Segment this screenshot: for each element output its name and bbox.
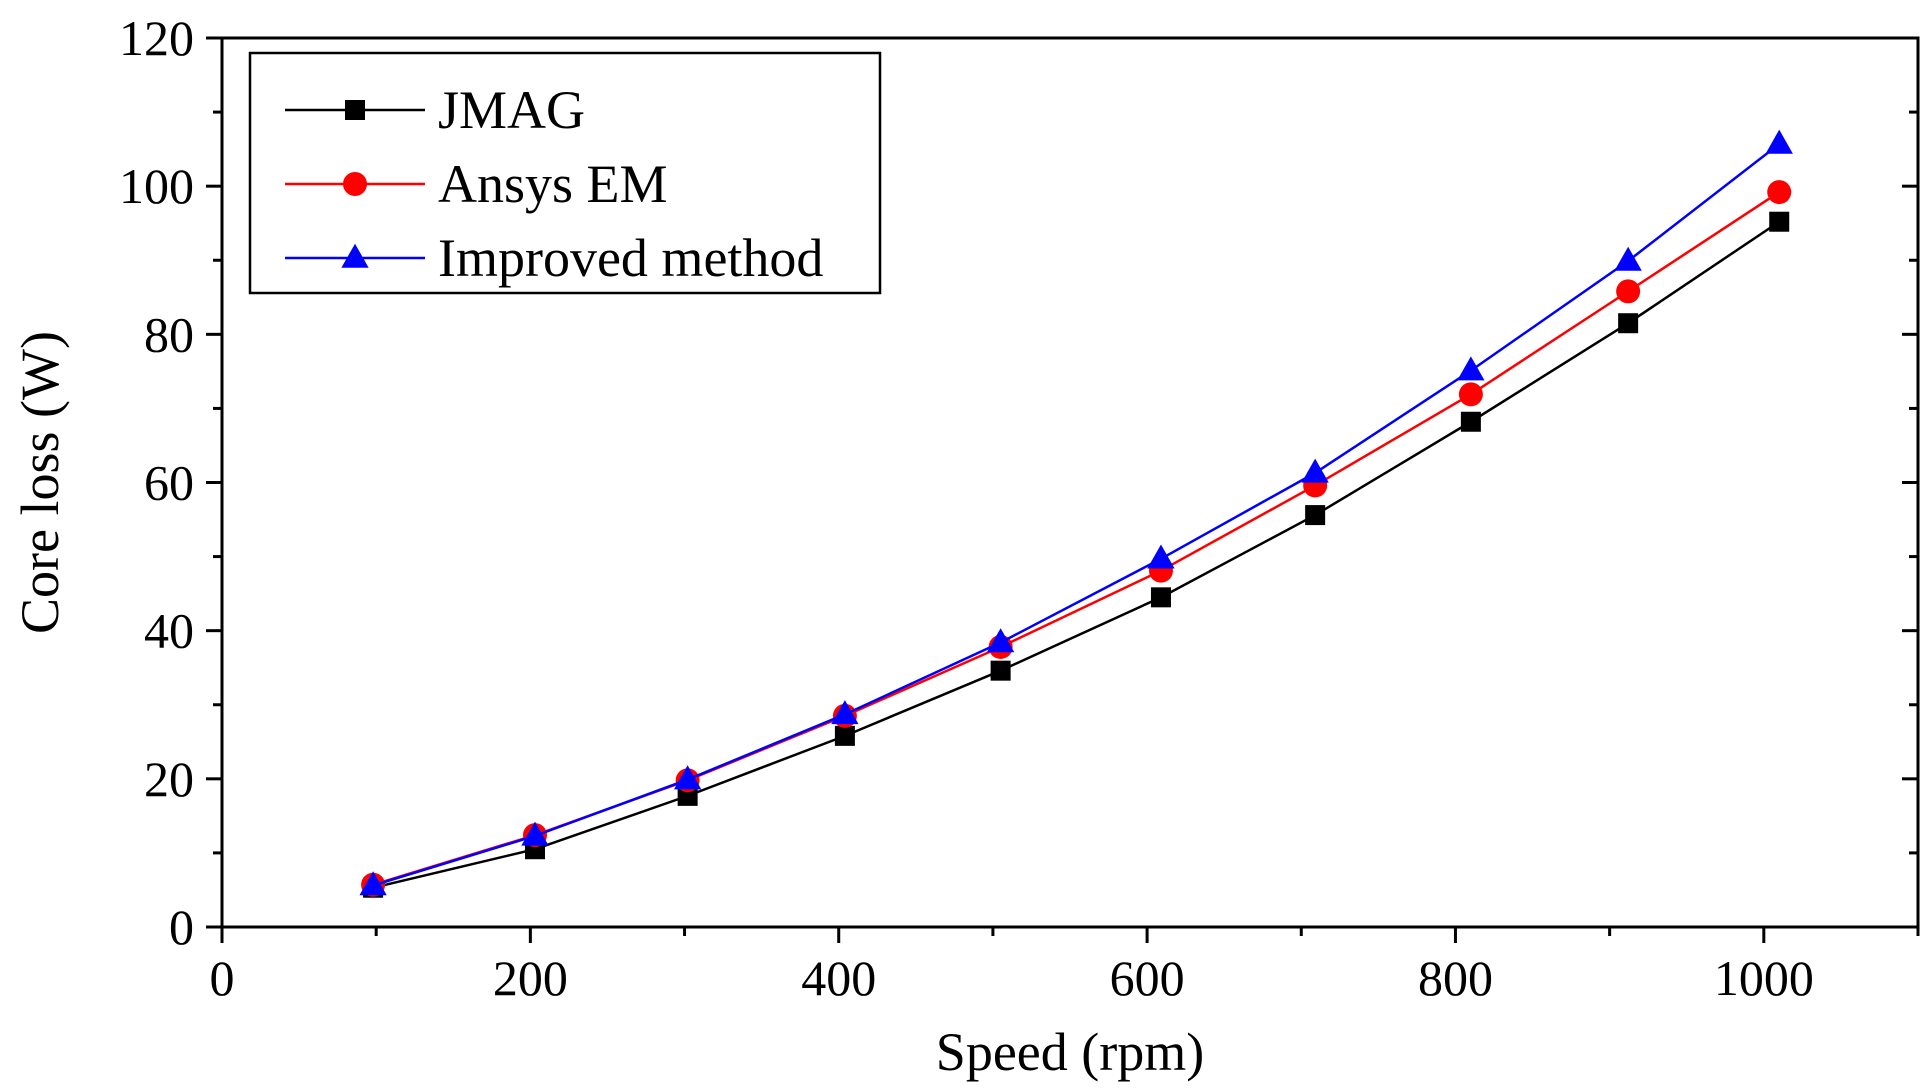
legend-entry-ansys-em: Ansys EM <box>285 154 668 214</box>
data-point-jmag <box>990 660 1011 681</box>
data-point-improved-method <box>1147 544 1175 569</box>
x-tick-label: 800 <box>1418 950 1493 1006</box>
x-tick-label: 1000 <box>1714 950 1814 1006</box>
y-tick-label: 80 <box>144 306 194 362</box>
data-point-improved-method <box>673 765 702 790</box>
x-tick-label: 0 <box>210 950 235 1006</box>
data-point-jmag <box>834 725 855 746</box>
data-point-ansys-em <box>1458 382 1483 407</box>
plot-series <box>359 129 1793 898</box>
series-jmag <box>363 211 1790 898</box>
y-tick-label: 20 <box>144 751 194 807</box>
data-point-improved-method <box>521 821 549 846</box>
legend-label-improved-method: Improved method <box>438 228 823 288</box>
y-tick-label: 0 <box>169 899 194 955</box>
legend-marker-improved-method <box>341 243 369 268</box>
y-tick-label: 120 <box>119 10 194 66</box>
series-line-ansys-em <box>372 191 1780 886</box>
data-point-jmag <box>1618 313 1639 334</box>
data-point-ansys-em <box>1616 279 1641 304</box>
legend: JMAG Ansys EM Improved method <box>248 51 882 295</box>
data-point-jmag <box>1769 211 1790 232</box>
data-point-improved-method <box>1301 458 1329 483</box>
legend-entry-improved-method: Improved method <box>285 228 823 288</box>
data-point-jmag <box>1305 505 1326 526</box>
series-improved-method <box>359 129 1793 896</box>
legend-label-ansys-em: Ansys EM <box>438 154 668 214</box>
data-point-improved-method <box>359 871 387 896</box>
legend-marker-jmag <box>345 100 365 120</box>
y-tick-label: 40 <box>144 603 194 659</box>
x-tick-label: 600 <box>1110 950 1185 1006</box>
legend-marker-ansys-em <box>343 172 367 196</box>
axes: 0 200 400 600 800 1000 0 20 40 60 80 100 120 Speed (r… <box>10 10 1920 1082</box>
series-line-jmag <box>372 220 1780 889</box>
series-line-improved-method <box>372 142 1781 887</box>
x-tick-label: 200 <box>493 950 568 1006</box>
data-point-improved-method <box>1614 246 1642 271</box>
data-point-improved-method <box>1765 129 1793 154</box>
data-point-improved-method <box>1457 356 1485 381</box>
y-axis-title: Core loss (W) <box>10 331 70 634</box>
legend-entry-jmag: JMAG <box>285 80 585 140</box>
data-point-jmag <box>1460 411 1481 432</box>
x-axis-title: Speed (rpm) <box>936 1022 1204 1082</box>
data-point-jmag <box>1150 587 1171 608</box>
x-tick-label: 400 <box>801 950 876 1006</box>
y-tick-label: 100 <box>119 158 194 214</box>
data-point-ansys-em <box>1767 180 1792 205</box>
y-tick-label: 60 <box>144 455 194 511</box>
data-point-improved-method <box>986 628 1015 653</box>
data-point-improved-method <box>831 700 859 725</box>
legend-label-jmag: JMAG <box>438 80 585 140</box>
